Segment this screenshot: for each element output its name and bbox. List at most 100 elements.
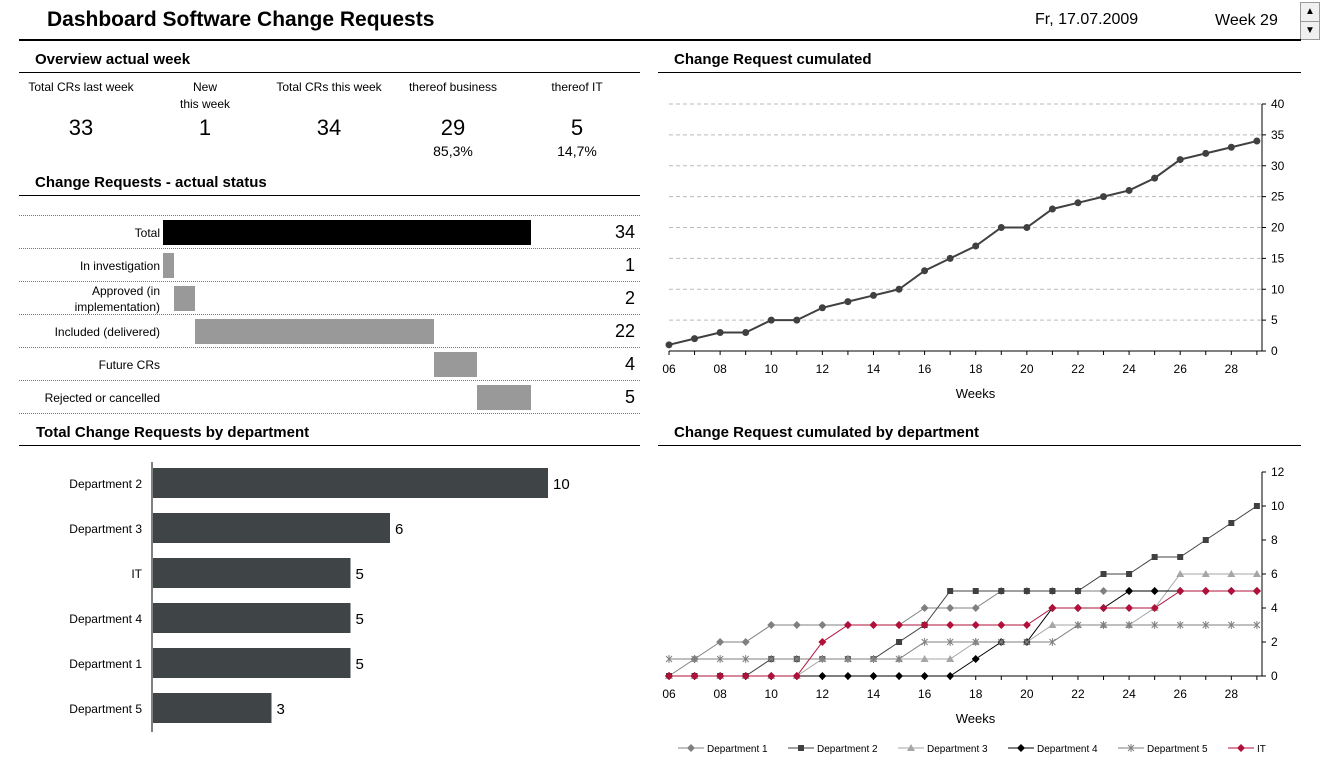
series-point xyxy=(665,672,673,680)
dept-tick-label: Department 3 xyxy=(69,522,142,536)
cumulated-point xyxy=(1176,156,1184,164)
y-tick-label: 35 xyxy=(1271,128,1285,142)
series-point xyxy=(997,621,1006,629)
series-point xyxy=(742,655,750,663)
overview-col-label: Total CRs this week xyxy=(267,79,391,113)
series-line xyxy=(669,624,1257,660)
status-row-label-text: Approved (in implementation) xyxy=(74,283,160,314)
overview-col-pct: 85,3% xyxy=(433,143,473,159)
cumulated-dept-divider xyxy=(658,445,1301,446)
overview-col: Total CRs this week 34 xyxy=(267,79,391,143)
series-point xyxy=(1099,587,1108,595)
y-tick-label: 20 xyxy=(1271,221,1285,235)
x-tick-label: 06 xyxy=(662,687,676,701)
overview-col-label: New this week xyxy=(143,79,267,113)
series-point xyxy=(1048,604,1057,612)
series-point xyxy=(665,655,673,663)
cumulated-point xyxy=(1023,224,1031,231)
series-point xyxy=(1125,604,1134,612)
series-point xyxy=(792,672,801,680)
cumulated-point xyxy=(1100,193,1108,201)
overview-col-label-line: Total CRs last week xyxy=(28,80,134,94)
series-point xyxy=(1228,520,1235,526)
x-tick-label: 22 xyxy=(1071,362,1085,376)
series-point xyxy=(818,621,827,629)
series-point xyxy=(896,639,903,645)
y-tick-label: 8 xyxy=(1271,533,1278,547)
y-tick-label: 10 xyxy=(1271,499,1285,513)
series-point xyxy=(818,672,827,680)
cumulated-point xyxy=(844,298,852,306)
series-point xyxy=(741,672,750,680)
series-point xyxy=(920,621,929,629)
series-point xyxy=(1125,621,1133,629)
status-row: Future CRs 4 xyxy=(19,347,640,381)
x-tick-label: 10 xyxy=(765,687,779,701)
dept-tick-label: Department 2 xyxy=(69,477,142,491)
series-point xyxy=(793,655,801,663)
series-point xyxy=(1048,621,1057,628)
status-row-label: In investigation xyxy=(20,249,160,282)
legend-marker xyxy=(798,745,804,751)
y-tick-label: 6 xyxy=(1271,567,1278,581)
series-point xyxy=(1253,503,1260,509)
legend-label: Department 2 xyxy=(817,744,878,755)
cumulated-point xyxy=(972,242,980,250)
cumulated-divider xyxy=(658,72,1301,73)
department-bar-chart: Department 2 10 Department 3 6 IT 5 Department… xyxy=(69,462,570,732)
week-spinner[interactable]: ▲ ▼ xyxy=(1300,2,1320,40)
status-row: Total 34 xyxy=(19,215,640,249)
x-tick-label: 18 xyxy=(969,687,983,701)
legend-marker xyxy=(1017,744,1025,752)
spin-down-icon[interactable]: ▼ xyxy=(1305,25,1315,36)
series-point xyxy=(946,621,955,629)
status-bar xyxy=(173,286,196,311)
cumulated-point xyxy=(691,335,699,343)
status-row-label: Future CRs xyxy=(20,348,160,381)
series-point xyxy=(947,588,954,594)
x-tick-label: 08 xyxy=(713,362,727,376)
cumulated-dept-heading: Change Request cumulated by department xyxy=(674,424,980,441)
series-point xyxy=(1227,570,1236,577)
y-tick-label: 0 xyxy=(1271,669,1278,683)
series-point xyxy=(1100,571,1107,577)
series-point xyxy=(971,655,980,663)
week-label: Week 29 xyxy=(1215,12,1278,29)
x-axis-label: Weeks xyxy=(956,386,996,401)
dept-bar xyxy=(153,693,272,723)
series-point xyxy=(946,655,955,662)
status-row-label-text: Rejected or cancelled xyxy=(44,390,160,405)
overview-col: thereof IT 5 14,7% xyxy=(515,79,639,159)
legend-label: Department 4 xyxy=(1037,744,1098,755)
status-row: Included (delivered) 22 xyxy=(19,314,640,348)
overview-col-label-line: thereof IT xyxy=(551,80,603,94)
cumulated-point xyxy=(869,291,877,299)
dept-data-label: 10 xyxy=(553,476,570,493)
cumulated-point xyxy=(716,328,724,336)
status-heading: Change Requests - actual status xyxy=(35,174,267,191)
overview-col-value: 34 xyxy=(316,115,342,140)
status-row: Approved (in implementation) 2 xyxy=(19,281,640,315)
series-point xyxy=(1049,638,1056,646)
x-tick-label: 16 xyxy=(918,687,932,701)
cumulated-point xyxy=(1125,186,1133,194)
status-row-value: 2 xyxy=(624,288,635,308)
series-point xyxy=(1252,570,1261,577)
overview-col-label: Total CRs last week xyxy=(19,79,143,113)
series-point xyxy=(870,655,877,663)
status-row-value: 1 xyxy=(624,255,635,275)
dept-data-label: 5 xyxy=(356,566,364,583)
status-row-value: 4 xyxy=(624,354,635,374)
series-point xyxy=(946,672,955,680)
department-heading: Total Change Requests by department xyxy=(36,424,310,441)
x-tick-label: 24 xyxy=(1122,687,1136,701)
status-bar xyxy=(163,220,531,245)
x-tick-label: 20 xyxy=(1020,687,1034,701)
spin-up-icon[interactable]: ▲ xyxy=(1301,3,1319,22)
series-point xyxy=(1049,588,1056,594)
legend-label: Department 1 xyxy=(707,744,768,755)
series-line xyxy=(668,590,1257,677)
dept-bar xyxy=(153,513,390,543)
series-point xyxy=(1150,587,1159,595)
status-row-label-text: Included (delivered) xyxy=(54,324,160,339)
